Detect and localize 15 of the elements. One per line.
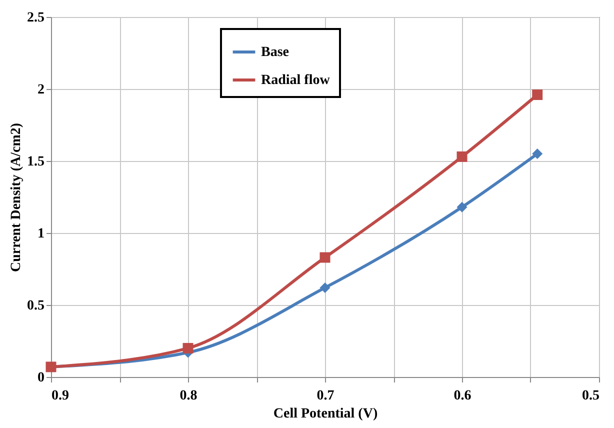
- y-tick-label: 0: [38, 370, 44, 386]
- legend-label: Base: [261, 45, 289, 60]
- x-tick-label: 0.5: [582, 388, 600, 404]
- y-tick-label: 2: [38, 82, 44, 98]
- x-tick-label: 0.7: [316, 388, 334, 404]
- y-tick-label: 2.5: [27, 10, 44, 26]
- x-tick-label: 0.6: [454, 388, 472, 404]
- x-tick-label: 0.9: [52, 388, 69, 404]
- x-tick-label: 0.8: [180, 388, 198, 404]
- x-axis-title: Cell Potential (V): [273, 406, 378, 422]
- y-tick-label: 1.5: [27, 154, 44, 170]
- y-axis-title: Current Density (A/cm2): [9, 122, 24, 272]
- y-tick-label: 0.5: [27, 298, 44, 314]
- y-tick-label: 1: [38, 226, 44, 242]
- legend-label: Radial flow: [261, 73, 331, 88]
